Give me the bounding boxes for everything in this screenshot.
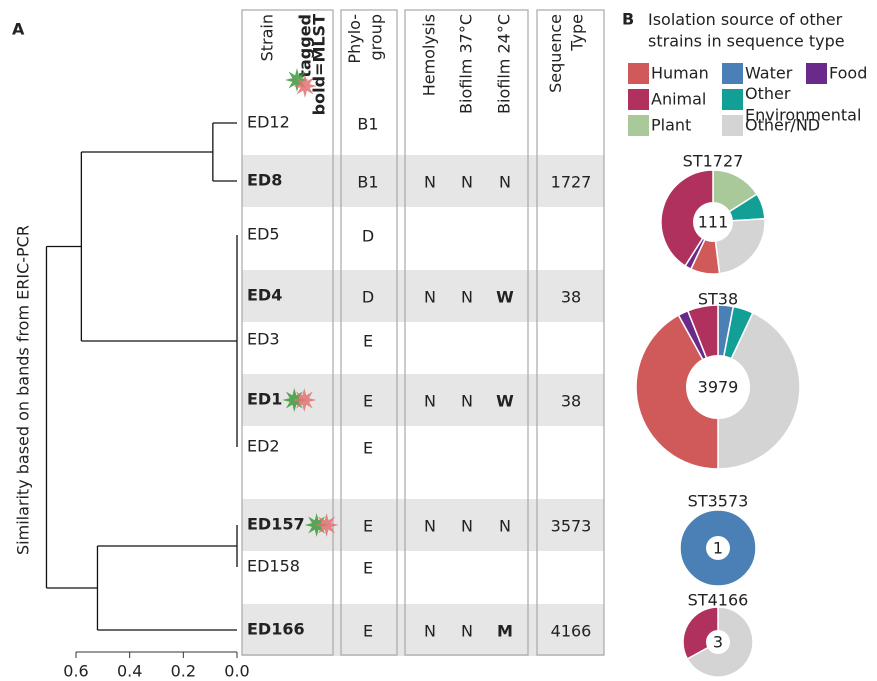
column-box [340,9,398,656]
donut-hole [686,355,750,419]
column-header: Sequence Type [546,14,587,93]
panel-title: Isolation source of other strains in sequ… [648,10,845,51]
donut-hole [706,630,730,654]
tag-star [293,74,317,98]
row-highlight [242,604,604,656]
table-cell: 38 [561,392,581,411]
table-cell: E [363,622,373,641]
table-cell: 38 [561,288,581,307]
legend-label: Other Environmental [745,84,861,125]
strain-name: ED158 [247,557,300,576]
table-cell: E [363,439,373,458]
table-cell: N [461,288,473,307]
table-cell: D [362,227,374,246]
x-tick-label: 0.4 [117,662,142,681]
table-cell: 1727 [551,173,592,192]
strain-name: ED2 [247,437,280,456]
donut-total: 3 [713,633,723,652]
strain-name: ED8 [247,171,282,190]
table-cell: B1 [357,115,378,134]
y-axis-label: Similarity based on bands from ERIC-PCR [14,225,33,555]
donut-slice [660,169,714,267]
x-tick-label: 0.6 [63,662,88,681]
table-cell: B1 [357,173,378,192]
strain-name: ED1 [247,390,282,409]
strain-name: ED157 [247,515,305,534]
legend-swatch [722,89,743,110]
legend-label: Animal [651,90,706,109]
donut-total: 1 [713,539,723,558]
strain-name: ED3 [247,330,280,349]
donut-hole [706,536,730,560]
column-header: tagged [296,14,315,78]
legend-swatch [628,63,649,84]
x-tick-label: 0.0 [224,662,249,681]
table-cell: N [424,392,436,411]
panel-label: A [12,20,25,39]
legend-swatch [722,115,743,136]
donut-title: ST1727 [683,152,744,171]
table-cell: N [461,622,473,641]
donut-title: ST4166 [688,591,749,610]
table-cell: N [499,173,511,192]
legend-label: Water [745,64,793,83]
legend-label: Other/ND [745,116,820,135]
table-cell: D [362,288,374,307]
row-highlight [242,499,604,551]
table-cell: M [497,622,513,641]
table-cell: E [363,332,373,351]
column-header: bold=MLST [310,14,329,115]
donut-title: ST38 [698,290,738,309]
donut-hole [693,202,733,242]
donut-slice [717,311,801,470]
table-cell: N [424,288,436,307]
table-cell: N [424,517,436,536]
legend-swatch [628,115,649,136]
table-cell: N [461,173,473,192]
strain-name: ED5 [247,225,280,244]
panel-label: B [622,10,634,29]
table-cell: 3573 [551,517,592,536]
table-cell: E [363,517,373,536]
donut-total: 111 [698,213,729,232]
legend-swatch [628,89,649,110]
legend-swatch [722,63,743,84]
table-cell: N [499,517,511,536]
column-header: Phylo-group [345,14,386,64]
table-cell: N [424,173,436,192]
column-header: Hemolysis [420,14,439,96]
table-cell: W [496,392,514,411]
column-box [404,9,529,656]
donut-slice [635,314,719,470]
x-tick-label: 0.2 [171,662,196,681]
donut-title: ST3573 [688,492,749,511]
column-header: Biofilm 37°C [457,14,476,114]
table-cell: 4166 [551,622,592,641]
column-header: Strain [258,14,277,61]
strain-name: ED166 [247,620,305,639]
table-cell: N [461,517,473,536]
legend-label: Human [651,64,709,83]
row-highlight [242,155,604,207]
legend-label: Plant [651,116,691,135]
strain-name: ED4 [247,286,282,305]
table-cell: N [424,622,436,641]
donut-total: 3979 [698,378,739,397]
table-cell: W [496,288,514,307]
row-highlight [242,270,604,322]
column-header: Biofilm 24°C [495,14,514,114]
table-cell: E [363,559,373,578]
column-box [536,9,605,656]
strain-name: ED12 [247,113,290,132]
tag-star [292,388,317,412]
table-cell: N [461,392,473,411]
table-cell: E [363,392,373,411]
legend-label: Food [829,64,867,83]
tag-star [314,513,339,537]
column-box [241,9,334,656]
legend-swatch [806,63,827,84]
